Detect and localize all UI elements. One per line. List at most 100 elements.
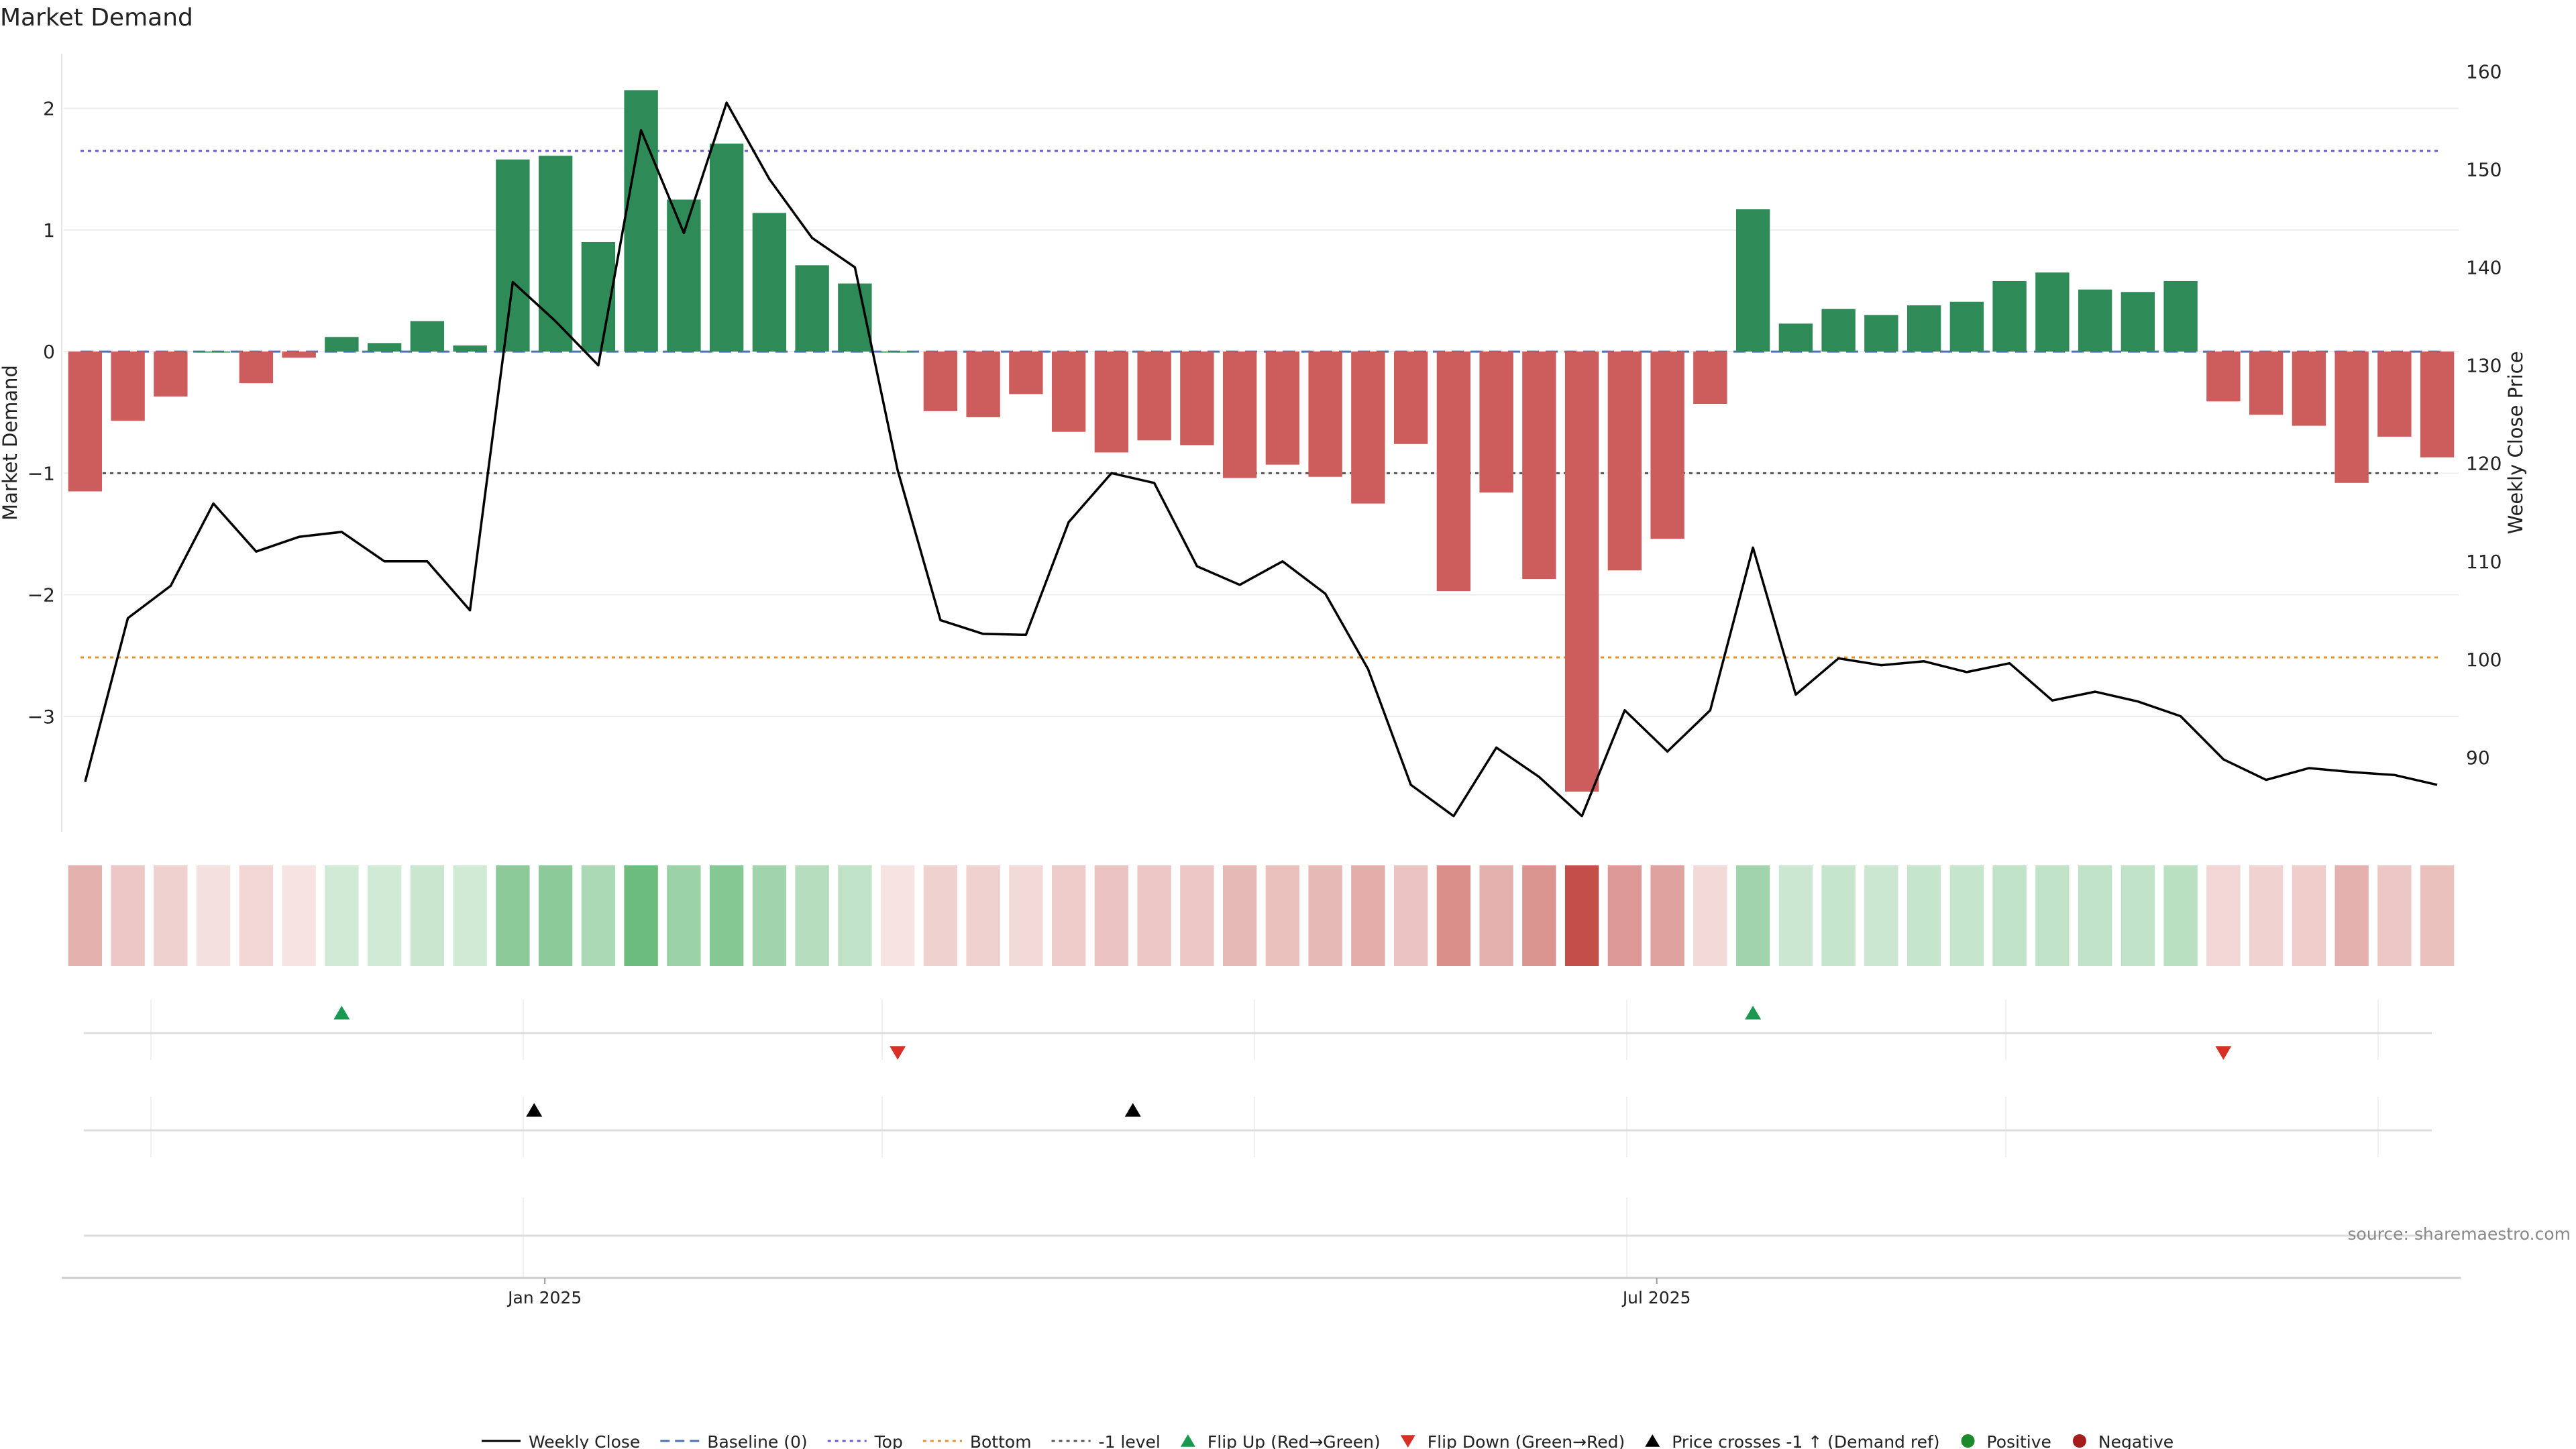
heatmap-cell [2163,865,2198,966]
heatmap-cell [1009,865,1043,966]
demand-bar [367,343,402,352]
demand-bar [325,337,359,352]
demand-bar [2292,352,2326,426]
heatmap-cell [581,865,616,966]
demand-bar [923,352,958,411]
heatmap-cell [1308,865,1342,966]
heatmap-cell [1735,865,1770,966]
legend: Weekly Close Baseline (0) Top Bottom -1 leve… [482,1432,2174,1449]
demand-bar [1351,352,1385,504]
heatmap-cell [1180,865,1214,966]
demand-bar [1821,309,1856,352]
price-line-layer [84,101,2438,818]
heatmap-cell [1436,865,1471,966]
demand-bar [1564,352,1599,792]
heatmap-cell [838,865,872,966]
demand-bar [1949,301,1984,352]
heatmap-cell [538,865,573,966]
y2-tick-label: 160 [2466,60,2502,83]
demand-bar [1864,315,1898,352]
y-tick-label: 1 [43,219,55,241]
heatmap-cell [111,865,145,966]
demand-bar [1137,352,1171,441]
demand-bar [68,352,103,492]
heatmap-cell [1907,865,1941,966]
heatmap-cell [1821,865,1856,966]
demand-bar [1094,352,1129,453]
y-tick-label: −2 [28,584,55,606]
legend-label: Flip Down (Green→Red) [1428,1432,1625,1449]
cross-up-marker [1124,1103,1141,1117]
heatmap-cell [1949,865,1984,966]
heatmap-cell [325,865,359,966]
heatmap-cell [880,865,915,966]
demand-bar [1051,352,1086,432]
heatmap-cell [2292,865,2326,966]
demand-bar [538,156,573,352]
heatmap-cell [795,865,829,966]
heatmap-cell [667,865,701,966]
heatmap-cell [1864,865,1898,966]
heatmap-cell [1607,865,1642,966]
heatmap-cell [709,865,744,966]
demand-bar [196,352,231,353]
demand-bar [154,352,188,397]
demand-bar [1180,352,1214,445]
y2-axis-label: Weekly Close Price [2504,352,2527,535]
heatmap-cell [1479,865,1513,966]
demand-bar [1650,352,1684,539]
gridlines [64,107,2459,717]
flip-up-marker [333,1006,350,1020]
heatmap-cell [2121,865,2155,966]
heatmap-cell [453,865,487,966]
legend-label: Bottom [970,1432,1032,1449]
demand-bar [581,241,616,352]
x-axis: Jan 2025 Jul 2025 [62,1277,2461,1307]
heatmap-cell [239,865,274,966]
demand-heatmap-strip [68,865,2455,966]
heatmap-cell [1522,865,1556,966]
demand-bar [1393,352,1428,444]
heatmap-cell [1137,865,1171,966]
legend-swatch [2072,1434,2086,1448]
y2-tick-label: 110 [2466,551,2502,573]
demand-bar [2249,352,2284,415]
demand-bar [667,199,701,352]
legend-label: Flip Up (Red→Green) [1208,1432,1381,1449]
demand-bar [1907,305,1941,352]
y2-tick-label: 90 [2466,747,2490,769]
event-panels [84,1000,2432,1278]
heatmap-cell [1094,865,1129,966]
legend-label: Negative [2098,1432,2174,1449]
demand-bar [1308,352,1342,477]
demand-bar [752,213,787,352]
heatmap-cell [2206,865,2241,966]
flip-down-marker [890,1046,906,1060]
heatmap-cell [1265,865,1300,966]
y-tick-label: 2 [43,98,55,120]
legend-label: Price crosses -1 ↑ (Demand ref) [1672,1432,1939,1449]
y-tick-label: −3 [28,706,55,728]
legend-swatch [1400,1435,1415,1448]
heatmap-cell [2420,865,2455,966]
demand-bar [838,283,872,352]
demand-bar [795,265,829,352]
heatmap-cell [2035,865,2070,966]
demand-bar [880,352,915,353]
heatmap-cell [752,865,787,966]
demand-bar [239,352,274,384]
legend-label: Positive [1987,1432,2051,1449]
heatmap-cell [2078,865,2112,966]
demand-bar [1522,352,1556,579]
y2-tick-label: 130 [2466,355,2502,377]
demand-bar [2121,292,2155,352]
reference-lines [80,150,2442,659]
weekly-close-line [84,101,2438,818]
heatmap-cell [154,865,188,966]
demand-bar [2163,280,2198,352]
source-note: source: sharemaestro.com [2348,1224,2571,1244]
y-tick-label: −1 [28,462,55,484]
y2-tick-label: 100 [2466,649,2502,671]
heatmap-cell [1992,865,2027,966]
